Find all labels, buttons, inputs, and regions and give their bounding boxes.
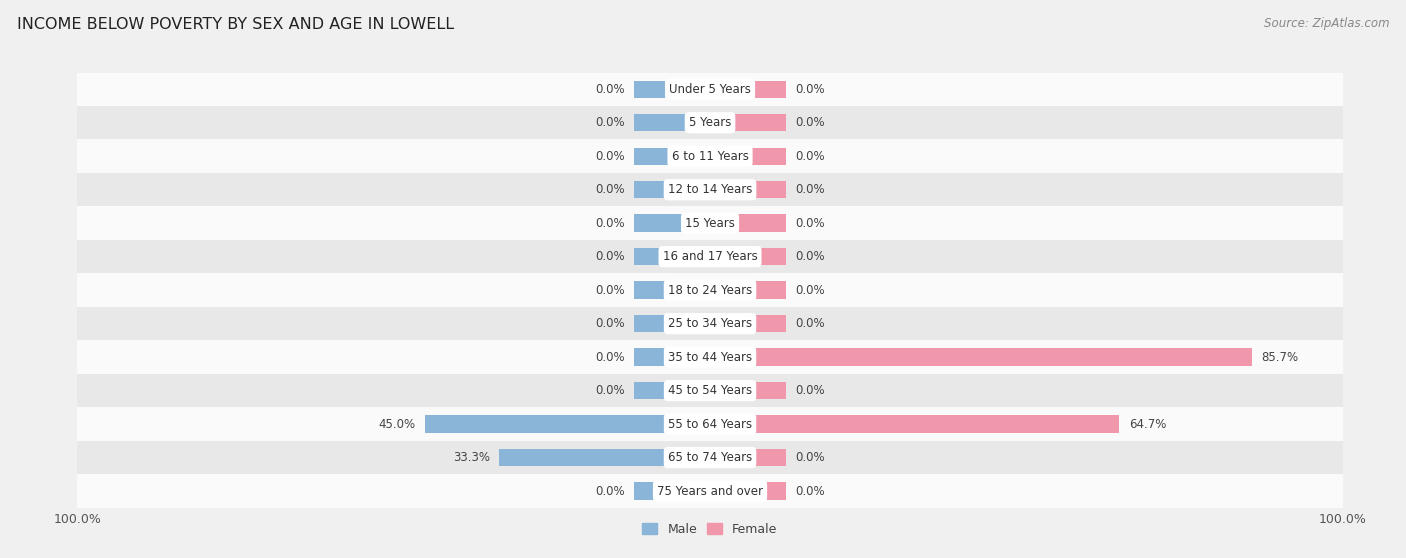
Bar (710, 80, 786, 98)
Bar (634, 114, 710, 132)
Text: 0.0%: 0.0% (796, 484, 825, 498)
Text: 0.0%: 0.0% (595, 217, 624, 230)
Bar (710, 181, 786, 199)
Text: 16 and 17 Years: 16 and 17 Years (662, 250, 758, 263)
Bar (634, 80, 710, 98)
Bar (77, 206, 1343, 240)
Bar (77, 307, 1343, 340)
Text: 0.0%: 0.0% (796, 183, 825, 196)
Text: 25 to 34 Years: 25 to 34 Years (668, 317, 752, 330)
Bar (634, 248, 710, 266)
Bar (634, 281, 710, 299)
Text: 0.0%: 0.0% (595, 484, 624, 498)
Bar (710, 281, 786, 299)
Text: 0.0%: 0.0% (595, 350, 624, 364)
Text: 0.0%: 0.0% (595, 317, 624, 330)
Text: 0.0%: 0.0% (796, 83, 825, 96)
Bar (499, 449, 710, 466)
Bar (634, 315, 710, 333)
Bar (77, 140, 1343, 173)
Bar (710, 482, 786, 500)
Bar (77, 407, 1343, 441)
Bar (634, 147, 710, 165)
Text: 33.3%: 33.3% (453, 451, 489, 464)
Text: 0.0%: 0.0% (595, 150, 624, 163)
Bar (710, 147, 786, 165)
Bar (634, 382, 710, 400)
Text: 5 Years: 5 Years (689, 116, 731, 129)
Bar (710, 415, 1119, 433)
Text: 6 to 11 Years: 6 to 11 Years (672, 150, 748, 163)
Text: Source: ZipAtlas.com: Source: ZipAtlas.com (1264, 17, 1389, 30)
Text: 0.0%: 0.0% (595, 283, 624, 297)
Bar (77, 374, 1343, 407)
Text: 0.0%: 0.0% (796, 317, 825, 330)
Text: 0.0%: 0.0% (796, 217, 825, 230)
Bar (77, 240, 1343, 273)
Bar (77, 73, 1343, 106)
Text: INCOME BELOW POVERTY BY SEX AND AGE IN LOWELL: INCOME BELOW POVERTY BY SEX AND AGE IN L… (17, 17, 454, 32)
Bar (77, 273, 1343, 307)
Bar (634, 181, 710, 199)
Bar (634, 482, 710, 500)
Text: 0.0%: 0.0% (796, 384, 825, 397)
Text: 18 to 24 Years: 18 to 24 Years (668, 283, 752, 297)
Text: 0.0%: 0.0% (796, 283, 825, 297)
Legend: Male, Female: Male, Female (637, 518, 783, 541)
Text: 45 to 54 Years: 45 to 54 Years (668, 384, 752, 397)
Text: 0.0%: 0.0% (796, 250, 825, 263)
Text: 55 to 64 Years: 55 to 64 Years (668, 417, 752, 431)
Text: 0.0%: 0.0% (595, 183, 624, 196)
Text: 0.0%: 0.0% (796, 451, 825, 464)
Bar (77, 474, 1343, 508)
Bar (710, 114, 786, 132)
Text: 0.0%: 0.0% (595, 384, 624, 397)
Bar (77, 340, 1343, 374)
Text: 64.7%: 64.7% (1129, 417, 1166, 431)
Text: 65 to 74 Years: 65 to 74 Years (668, 451, 752, 464)
Bar (710, 315, 786, 333)
Bar (634, 348, 710, 366)
Text: Under 5 Years: Under 5 Years (669, 83, 751, 96)
Text: 0.0%: 0.0% (796, 150, 825, 163)
Text: 0.0%: 0.0% (595, 116, 624, 129)
Bar (710, 348, 1253, 366)
Bar (426, 415, 710, 433)
Bar (77, 441, 1343, 474)
Text: 0.0%: 0.0% (595, 250, 624, 263)
Bar (710, 382, 786, 400)
Bar (710, 248, 786, 266)
Text: 0.0%: 0.0% (796, 116, 825, 129)
Text: 75 Years and over: 75 Years and over (657, 484, 763, 498)
Text: 15 Years: 15 Years (685, 217, 735, 230)
Text: 12 to 14 Years: 12 to 14 Years (668, 183, 752, 196)
Text: 45.0%: 45.0% (378, 417, 416, 431)
Bar (77, 173, 1343, 206)
Bar (634, 214, 710, 232)
Bar (77, 106, 1343, 140)
Text: 35 to 44 Years: 35 to 44 Years (668, 350, 752, 364)
Text: 0.0%: 0.0% (595, 83, 624, 96)
Text: 85.7%: 85.7% (1261, 350, 1299, 364)
Bar (710, 214, 786, 232)
Bar (710, 449, 786, 466)
